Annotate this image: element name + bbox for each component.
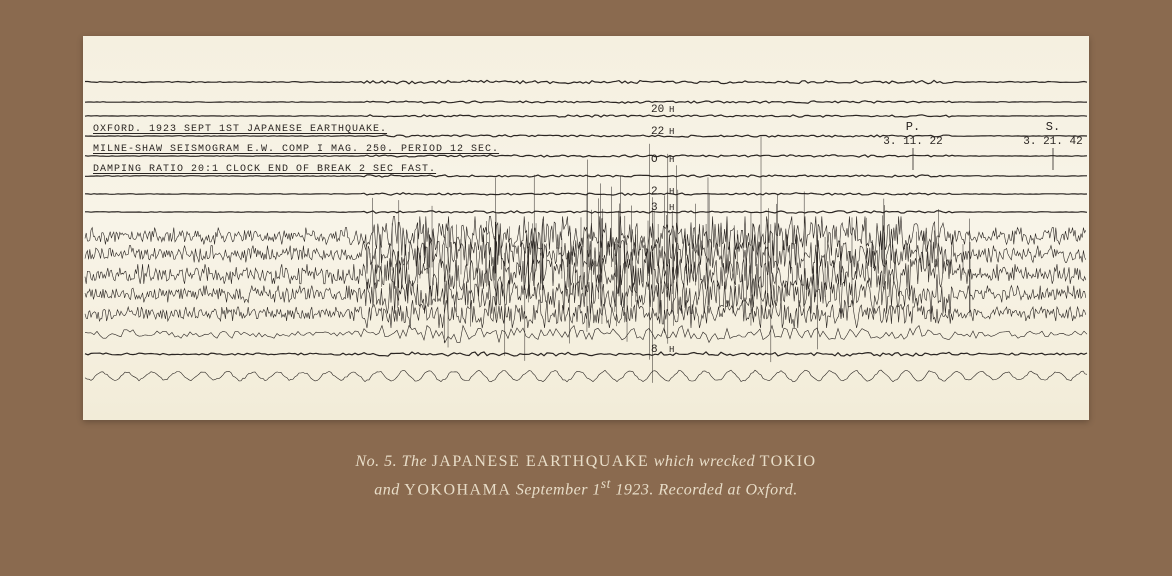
seismogram-trace xyxy=(85,155,1087,158)
seismogram-label: 8 xyxy=(651,344,658,356)
seismogram-label: H xyxy=(669,155,674,165)
header-line-2: MILNE-SHAW SEISMOGRAM E.W. COMP I MAG. 2… xyxy=(93,144,499,155)
seismogram-trace xyxy=(85,370,1087,382)
caption-sup: st xyxy=(601,476,611,491)
seismogram-label: 22 xyxy=(651,126,664,138)
seismogram-label: 3. 11. 22 xyxy=(883,136,942,148)
mat-border: P. 3. 11. 22 S. 3. 21. 42 20 H 22 H O H 2 H 3 H 8 H OXF… xyxy=(0,0,1172,576)
seismogram-label: 2 xyxy=(651,186,658,198)
caption: No. 5. The JAPANESE EARTHQUAKE which wre… xyxy=(0,450,1172,502)
seismogram-trace xyxy=(85,326,1087,343)
caption-text: and xyxy=(374,481,404,498)
seismogram-label: 3. 21. 42 xyxy=(1023,136,1082,148)
seismogram-label: H xyxy=(669,187,674,197)
seismogram-trace xyxy=(85,115,1087,117)
caption-text: 1923. Recorded at Oxford. xyxy=(611,481,798,498)
seismogram-plot: P. 3. 11. 22 S. 3. 21. 42 20 H 22 H O H 2 H 3 H 8 H xyxy=(83,36,1089,420)
seismogram-trace xyxy=(85,216,1086,255)
caption-em: JAPANESE EARTHQUAKE xyxy=(432,453,650,470)
caption-text: No. 5. The xyxy=(355,453,431,470)
caption-em: TOKIO xyxy=(760,453,817,470)
seismogram-label: 3 xyxy=(651,202,658,214)
header-line-1: OXFORD. 1923 SEPT 1ST JAPANESE EARTHQUAK… xyxy=(93,124,387,135)
caption-line-2: and YOKOHAMA September 1st 1923. Recorde… xyxy=(0,474,1172,502)
seismogram-trace xyxy=(85,101,1087,104)
seismogram-trace xyxy=(85,175,1087,178)
seismogram-trace xyxy=(85,352,1087,356)
seismogram-label: H xyxy=(669,105,674,115)
caption-text: September 1 xyxy=(511,481,601,498)
seismogram-paper: P. 3. 11. 22 S. 3. 21. 42 20 H 22 H O H 2 H 3 H 8 H OXF… xyxy=(83,36,1089,420)
seismogram-label: O xyxy=(651,154,658,166)
seismogram-label: S. xyxy=(1046,120,1060,134)
caption-text: which wrecked xyxy=(649,453,759,470)
seismogram-label: P. xyxy=(906,120,920,134)
caption-em: YOKOHAMA xyxy=(404,481,511,498)
header-line-3: DAMPING RATIO 20:1 CLOCK END OF BREAK 2 … xyxy=(93,164,436,175)
caption-line-1: No. 5. The JAPANESE EARTHQUAKE which wre… xyxy=(0,450,1172,474)
seismogram-label: H xyxy=(669,345,674,355)
seismogram-trace xyxy=(85,193,1087,196)
seismogram-label: H xyxy=(669,127,674,137)
seismogram-label: H xyxy=(669,203,674,213)
seismogram-trace xyxy=(85,300,1086,328)
seismogram-trace xyxy=(85,211,1087,214)
seismogram-label: 20 xyxy=(651,104,664,116)
seismogram-trace xyxy=(85,80,1087,84)
